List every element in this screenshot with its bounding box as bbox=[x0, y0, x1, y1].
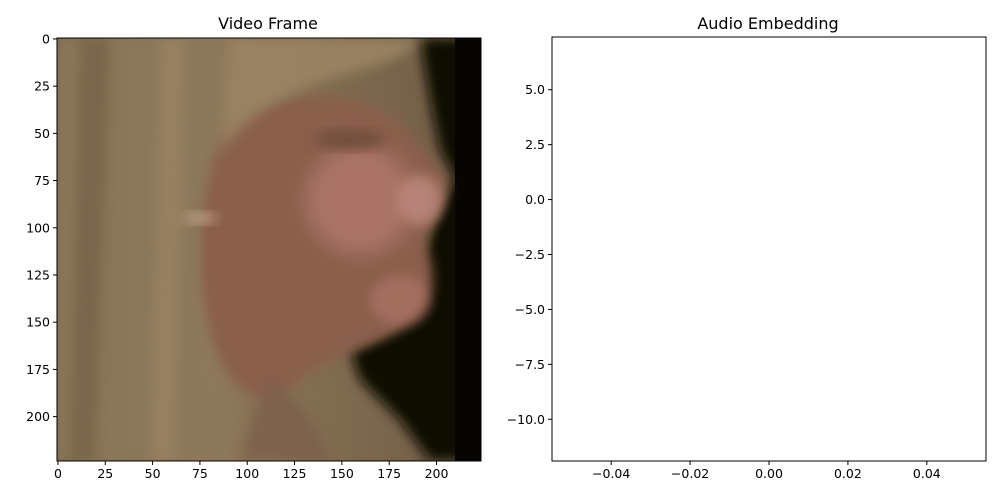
y-tick-label: 75 bbox=[34, 173, 50, 188]
x-tick-label: 200 bbox=[425, 466, 449, 481]
y-tick-label: −2.5 bbox=[515, 247, 545, 262]
x-tick-label: 0.02 bbox=[834, 466, 862, 481]
x-tick-label: 150 bbox=[330, 466, 354, 481]
y-tick-label: 150 bbox=[26, 315, 50, 330]
x-tick-label: 100 bbox=[235, 466, 259, 481]
y-tick-label: 0 bbox=[42, 31, 50, 46]
x-tick-label: −0.02 bbox=[671, 466, 709, 481]
video-frame-title: Video Frame bbox=[218, 14, 318, 33]
y-tick-label: 200 bbox=[26, 409, 50, 424]
y-tick-label: 100 bbox=[26, 220, 50, 235]
y-tick-label: 0.0 bbox=[525, 192, 545, 207]
audio-embedding-title: Audio Embedding bbox=[697, 14, 838, 33]
ticks-layer: 0 25 50 75 100 125 150 175 200 0 25 50 75 100 125 150 17… bbox=[26, 31, 941, 481]
y-tick-label: 25 bbox=[34, 79, 50, 94]
y-tick-label: −5.0 bbox=[515, 302, 545, 317]
y-tick-label: 2.5 bbox=[525, 137, 545, 152]
y-tick-label: −10.0 bbox=[507, 412, 545, 427]
x-tick-label: 125 bbox=[283, 466, 307, 481]
y-tick-label: 5.0 bbox=[525, 82, 545, 97]
y-tick-label: −7.5 bbox=[515, 357, 545, 372]
x-tick-label: 0 bbox=[54, 466, 62, 481]
x-tick-label: 50 bbox=[145, 466, 161, 481]
video-frame-axes-frame bbox=[56, 37, 482, 462]
x-tick-label: 0.04 bbox=[913, 466, 941, 481]
x-tick-label: −0.04 bbox=[592, 466, 630, 481]
x-tick-label: 0.00 bbox=[755, 466, 783, 481]
y-tick-label: 175 bbox=[26, 362, 50, 377]
x-tick-label: 25 bbox=[97, 466, 113, 481]
y-tick-label: 50 bbox=[34, 126, 50, 141]
video-frame-image bbox=[57, 38, 481, 461]
audio-embedding-plot-area bbox=[551, 36, 987, 462]
y-tick-label: 125 bbox=[26, 267, 50, 282]
x-tick-label: 175 bbox=[377, 466, 401, 481]
x-tick-label: 75 bbox=[192, 466, 208, 481]
